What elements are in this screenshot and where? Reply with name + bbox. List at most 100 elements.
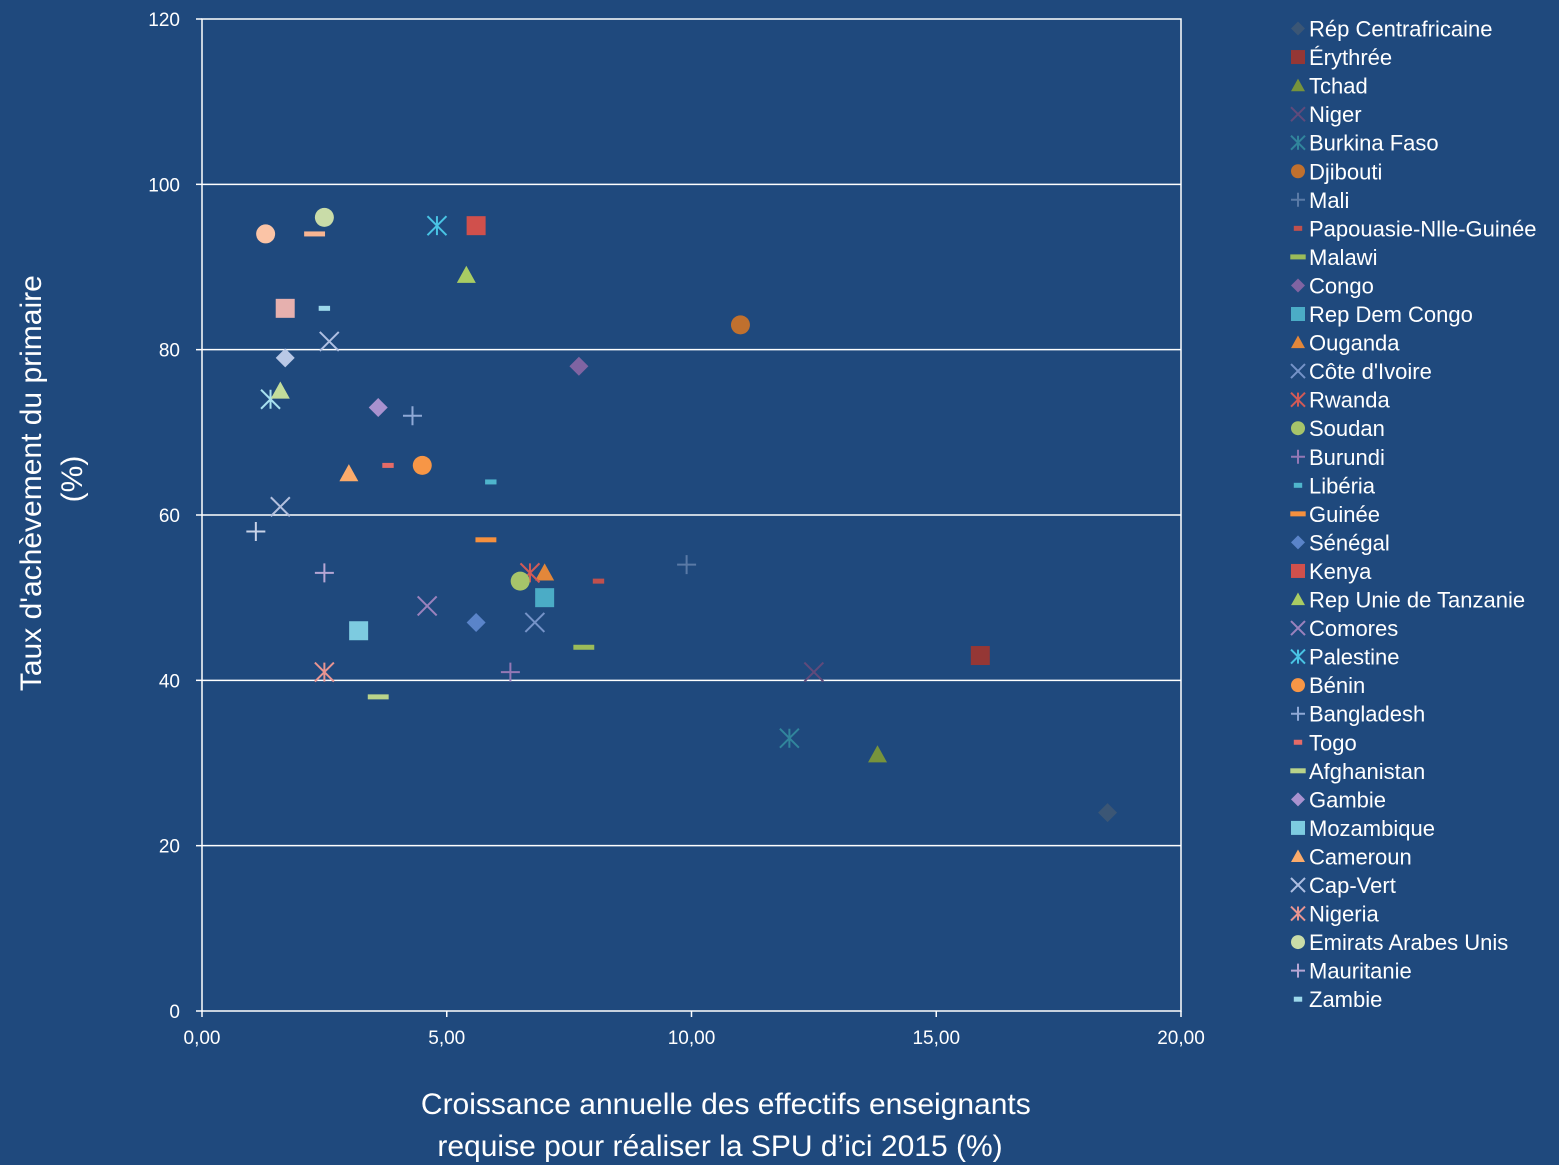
legend-label: Rép Centrafricaine (1309, 17, 1492, 42)
x-tick-label: 10,00 (668, 1028, 716, 1049)
legend-item: Palestine (1290, 645, 1400, 670)
x-tick-label: 0,00 (184, 1028, 221, 1049)
legend-marker (1290, 391, 1306, 408)
x-tick-label: 20,00 (1157, 1028, 1205, 1049)
legend-marker (1291, 563, 1305, 578)
legend-label: Burundi (1309, 445, 1385, 470)
legend-label: Guinée (1309, 502, 1380, 527)
data-point (535, 563, 555, 581)
legend-marker (1291, 592, 1305, 606)
legend-marker (1291, 849, 1305, 863)
legend-marker (1290, 106, 1306, 122)
legend-label: Gambie (1309, 787, 1386, 812)
x-axis-title-line-1: Croissance annuelle des effectifs enseig… (421, 1088, 1031, 1121)
data-point (466, 216, 486, 236)
legend-label: Mozambique (1309, 816, 1435, 841)
legend-label: Malawi (1309, 245, 1377, 270)
legend-item: Mali (1291, 188, 1349, 213)
y-tick-label: 40 (159, 671, 180, 692)
legend-item: Mozambique (1291, 816, 1435, 841)
legend-marker (1293, 482, 1303, 488)
legend-label: Nigeria (1309, 902, 1379, 927)
legend-marker (1290, 134, 1306, 151)
data-point (367, 694, 389, 700)
data-point (475, 537, 497, 543)
legend-item: Gambie (1291, 787, 1386, 812)
data-point (349, 621, 369, 641)
legend-marker (1291, 278, 1305, 293)
legend-label: Côte d'Ivoire (1309, 359, 1432, 384)
legend-item: Djibouti (1291, 159, 1382, 184)
legend-item: Burundi (1291, 445, 1385, 470)
legend-marker (1290, 363, 1306, 379)
legend-item: Libéria (1293, 473, 1376, 498)
data-point (382, 462, 394, 468)
legend-marker (1291, 678, 1305, 693)
y-axis-title-line-1: Taux d'achèvement du primaire (15, 275, 48, 691)
legend-marker (1291, 706, 1305, 721)
gridlines (202, 183, 1181, 847)
legend-label: Togo (1309, 730, 1357, 755)
data-point (412, 455, 432, 475)
y-tick-label: 100 (148, 175, 180, 196)
data-point (970, 646, 990, 666)
legend-label: Mauritanie (1309, 959, 1412, 984)
legend-marker (1293, 739, 1303, 745)
data-point-unlabeled (304, 231, 326, 237)
legend-marker (1290, 768, 1306, 774)
data-point (402, 406, 422, 426)
data-point (677, 555, 697, 575)
legend-item: Rep Unie de Tanzanie (1291, 588, 1525, 613)
y-tick-label: 80 (159, 341, 180, 362)
legend-label: Djibouti (1309, 159, 1382, 184)
x-tick-label: 5,00 (428, 1028, 465, 1049)
data-points (246, 207, 1118, 823)
legend-item: Togo (1293, 730, 1357, 755)
legend-marker (1291, 21, 1305, 36)
legend-marker (1291, 449, 1305, 464)
legend-marker (1291, 164, 1305, 179)
data-point (535, 588, 555, 608)
legend-marker (1291, 820, 1305, 835)
legend-item: Zambie (1293, 987, 1382, 1012)
legend-marker (1290, 905, 1306, 922)
data-point (368, 398, 388, 418)
legend-marker (1291, 535, 1305, 550)
legend-item: Kenya (1291, 559, 1372, 584)
y-axis-title: Taux d'achèvement du primaire (%) (15, 267, 89, 691)
legend-label: Rep Unie de Tanzanie (1309, 588, 1525, 613)
data-point (510, 571, 530, 591)
y-axis-title-line-2: (%) (56, 456, 89, 503)
data-point (592, 578, 605, 584)
y-tick-label: 20 (159, 837, 180, 858)
data-point-unlabeled (270, 381, 290, 399)
data-point-unlabeled (275, 298, 295, 318)
legend-marker (1291, 335, 1305, 349)
y-axis-ticks: 0 20 40 60 80 100 120 (148, 10, 202, 1023)
data-point (803, 661, 825, 683)
legend-label: Soudan (1309, 416, 1385, 441)
legend-label: Sénégal (1309, 530, 1390, 555)
data-point (314, 661, 335, 683)
legend-item: Niger (1290, 102, 1362, 127)
legend-label: Libéria (1309, 473, 1376, 498)
legend-item: Sénégal (1291, 530, 1390, 555)
legend-label: Niger (1309, 102, 1362, 127)
legend-item: Congo (1291, 273, 1374, 298)
legend-item: Bangladesh (1291, 702, 1425, 727)
data-point-unlabeled (275, 348, 295, 368)
legend-label: Cameroun (1309, 844, 1412, 869)
legend-marker (1291, 792, 1305, 807)
data-point (569, 356, 589, 376)
x-axis-title-line-2: requise pour réaliser la SPU d’ici 2015 … (437, 1130, 1002, 1163)
data-point (779, 727, 800, 749)
legend-marker (1290, 511, 1306, 517)
data-point (314, 563, 334, 583)
legend-marker (1291, 78, 1305, 92)
legend-item: Rwanda (1290, 388, 1390, 413)
data-point (524, 612, 546, 633)
data-point (1098, 803, 1118, 823)
legend: Rép Centrafricaine Érythrée Tchad Niger Burk… (1290, 17, 1536, 1012)
data-point (426, 215, 448, 236)
legend-marker (1293, 996, 1303, 1002)
